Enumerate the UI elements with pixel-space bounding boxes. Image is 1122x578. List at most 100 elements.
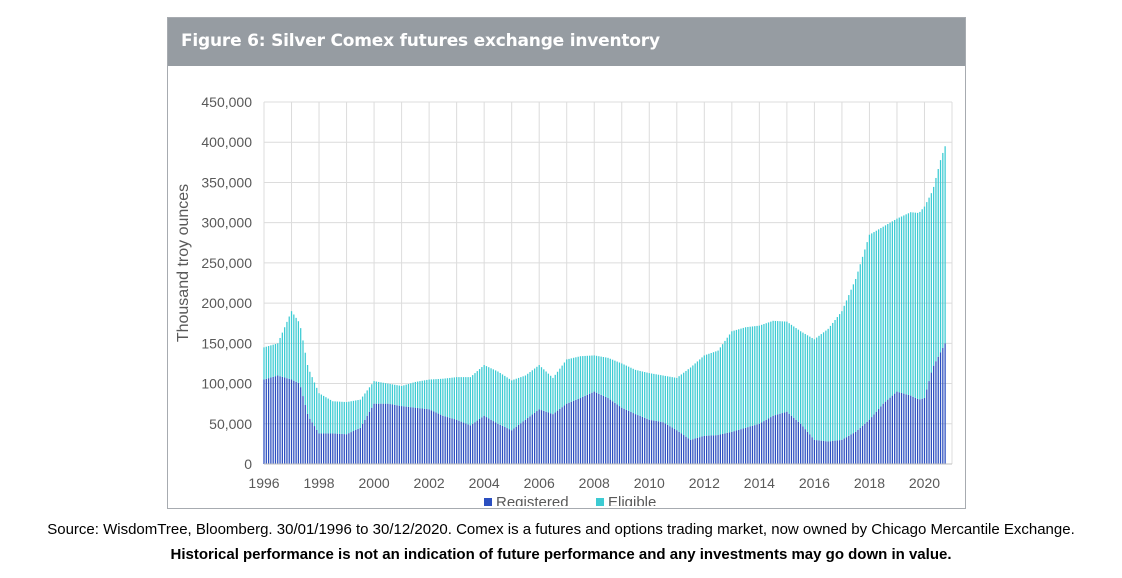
registered-bar — [552, 414, 554, 464]
registered-bar — [550, 413, 552, 464]
registered-bar — [859, 427, 861, 464]
registered-bar — [465, 423, 467, 464]
registered-bar — [848, 435, 850, 464]
registered-bar — [414, 407, 416, 464]
eligible-bar — [350, 401, 352, 433]
eligible-bar — [701, 357, 703, 437]
figure-panel: Figure 6: Silver Comex futures exchange … — [167, 17, 966, 509]
registered-bar — [889, 397, 891, 464]
registered-bar — [545, 411, 547, 464]
eligible-bar — [290, 311, 293, 380]
registered-bar — [469, 425, 472, 464]
registered-bar — [380, 403, 382, 464]
eligible-bar — [284, 327, 286, 378]
registered-bar — [293, 380, 295, 464]
eligible-bar — [538, 365, 540, 410]
registered-bar — [320, 433, 322, 464]
registered-bar — [345, 434, 348, 464]
registered-bar — [754, 425, 756, 464]
registered-bar — [804, 429, 806, 464]
registered-bar — [531, 414, 533, 464]
x-tick-label: 2012 — [689, 475, 720, 491]
eligible-bar — [910, 212, 912, 396]
eligible-bar — [724, 340, 726, 434]
registered-bar — [866, 421, 868, 464]
eligible-bar — [524, 375, 527, 420]
eligible-bar — [540, 367, 543, 411]
eligible-bar — [407, 383, 410, 407]
eligible-bar — [719, 347, 722, 435]
registered-bar — [437, 413, 439, 464]
registered-bar — [701, 436, 703, 464]
eligible-bar — [841, 311, 843, 440]
registered-bar — [325, 433, 327, 464]
registered-bar — [384, 403, 387, 464]
figure-title: Figure 6: Silver Comex futures exchange … — [181, 31, 660, 51]
registered-bar — [648, 419, 650, 464]
eligible-bar — [419, 381, 421, 409]
registered-bar — [284, 377, 286, 464]
registered-bar — [926, 389, 928, 464]
registered-bar — [884, 401, 887, 464]
registered-bar — [687, 438, 689, 464]
registered-bar — [403, 406, 405, 464]
x-tick-label: 2016 — [799, 475, 830, 491]
registered-bar — [435, 412, 437, 464]
eligible-bar — [694, 363, 696, 439]
registered-bar — [655, 420, 657, 464]
x-tick-label: 2020 — [909, 475, 940, 491]
eligible-bar — [320, 394, 322, 434]
eligible-bar — [669, 376, 671, 427]
registered-bar — [678, 431, 680, 464]
eligible-bar — [272, 344, 274, 377]
eligible-bar — [747, 326, 749, 428]
registered-bar — [410, 407, 412, 464]
registered-bar — [923, 398, 926, 464]
eligible-bar — [738, 329, 740, 430]
registered-bar — [382, 403, 384, 464]
eligible-bar — [575, 357, 577, 400]
registered-bar — [710, 435, 712, 464]
eligible-bar — [348, 401, 350, 434]
eligible-bar — [705, 354, 708, 436]
eligible-bar — [476, 371, 478, 421]
registered-bar — [322, 433, 325, 464]
eligible-bar — [653, 373, 655, 421]
eligible-bar — [499, 372, 501, 425]
eligible-bar — [368, 387, 371, 412]
eligible-bar — [699, 359, 701, 438]
eligible-bar — [568, 358, 570, 403]
y-tick-label: 300,000 — [201, 215, 252, 231]
registered-bar — [683, 435, 685, 464]
eligible-bar — [483, 365, 485, 416]
registered-bar — [696, 437, 699, 464]
registered-bar — [492, 421, 494, 464]
eligible-bar — [735, 329, 738, 431]
registered-bar — [533, 412, 536, 464]
registered-bar — [731, 431, 733, 464]
registered-bar — [740, 429, 742, 464]
registered-bar — [277, 375, 279, 464]
eligible-bar — [556, 371, 559, 411]
eligible-bar — [914, 212, 916, 398]
eligible-bar — [650, 373, 653, 421]
registered-bar — [761, 422, 763, 464]
registered-bar — [726, 432, 728, 464]
y-tick-label: 0 — [244, 456, 252, 472]
eligible-bar — [295, 317, 297, 382]
eligible-bar — [417, 381, 419, 408]
eligible-bar — [444, 378, 446, 417]
registered-bar — [446, 417, 449, 464]
eligible-bar — [765, 323, 767, 420]
eligible-bar — [802, 332, 804, 427]
registered-bar — [788, 413, 790, 464]
registered-bar — [378, 403, 380, 464]
registered-bar — [442, 415, 444, 464]
eligible-bar — [861, 256, 864, 426]
registered-bar — [556, 410, 559, 464]
registered-bar — [722, 433, 724, 464]
eligible-bar — [754, 326, 756, 426]
eligible-bar — [708, 353, 710, 436]
registered-bar — [738, 429, 740, 464]
eligible-bar — [446, 378, 449, 418]
